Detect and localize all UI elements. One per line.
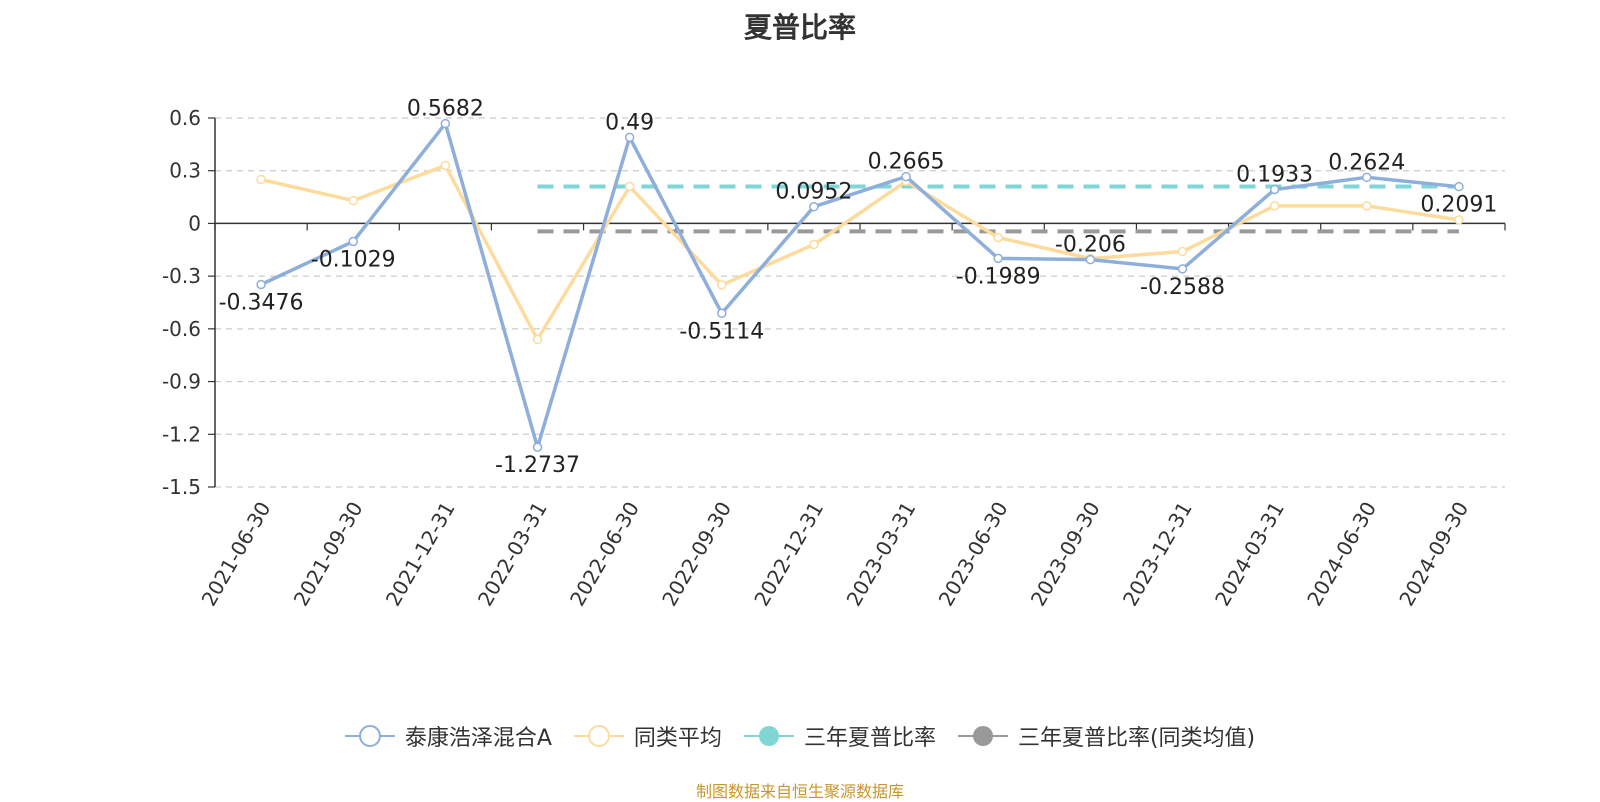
- y-tick-label: 0.6: [169, 106, 201, 130]
- x-tick-label: 2021-12-31: [381, 498, 460, 611]
- data-label: -0.1029: [311, 248, 396, 273]
- legend-label: 泰康浩泽混合A: [404, 726, 552, 751]
- peer-point: [1362, 201, 1372, 211]
- legend-label: 三年夏普比率(同类均值): [1017, 726, 1256, 751]
- source-footer: 制图数据来自恒生聚源数据库: [695, 782, 904, 801]
- data-label: -0.1989: [956, 264, 1041, 289]
- peer-point: [348, 195, 358, 206]
- x-tick-label: 2022-09-30: [657, 498, 736, 611]
- fund-series-line: [260, 121, 1460, 449]
- legend-swatch-icon: [573, 725, 624, 747]
- y-tick-label: 0: [188, 211, 201, 235]
- peer-point: [1177, 246, 1188, 257]
- peer-point: [256, 174, 266, 185]
- x-tick-label: 2023-09-30: [1026, 498, 1105, 611]
- peer-point: [1269, 201, 1280, 211]
- y-tick-label: -0.9: [162, 370, 201, 394]
- fund-point: [1085, 254, 1096, 265]
- data-label: -0.2588: [1140, 275, 1225, 300]
- fund-point: [624, 132, 635, 143]
- legend-item[interactable]: 三年夏普比率(同类均值): [957, 720, 1256, 752]
- peer-point: [993, 232, 1003, 243]
- data-label: 0.5682: [407, 97, 484, 122]
- legend-swatch-icon: [743, 726, 794, 746]
- y-tick-label: -1.5: [162, 475, 201, 499]
- fund-point: [1454, 181, 1464, 192]
- fund-point: [1362, 172, 1372, 183]
- x-tick-label: 2024-03-31: [1210, 498, 1289, 611]
- x-tick-label: 2023-06-30: [934, 498, 1013, 611]
- fund-point: [532, 442, 543, 452]
- peer-point: [624, 181, 635, 192]
- data-label: 0.2624: [1328, 150, 1405, 175]
- fund-point: [1269, 184, 1280, 195]
- x-tick-label: 2024-06-30: [1302, 498, 1381, 611]
- fund-point: [440, 118, 451, 129]
- fund-point: [809, 201, 819, 212]
- peer-point: [440, 160, 451, 171]
- legend-item[interactable]: 三年夏普比率: [743, 720, 936, 752]
- x-tick-label: 2022-12-31: [749, 498, 828, 611]
- x-tick-label: 2021-09-30: [289, 498, 368, 611]
- data-label: 0.2091: [1420, 193, 1497, 218]
- data-label: 0.1933: [1236, 162, 1313, 187]
- data-label: -1.2737: [495, 453, 580, 478]
- legend: 泰康浩泽混合A 同类平均 三年夏普比率 三年夏普比率(同类均值): [0, 720, 1600, 752]
- legend-swatch-icon: [344, 725, 395, 747]
- legend-swatch-icon: [957, 726, 1008, 746]
- fund-point: [717, 308, 727, 319]
- peer-point: [717, 280, 727, 290]
- y-tick-label: -0.3: [162, 264, 201, 288]
- peer-point: [532, 334, 543, 345]
- fund-point: [993, 253, 1003, 264]
- x-tick-label: 2021-06-30: [196, 498, 275, 611]
- data-label: -0.206: [1055, 233, 1126, 258]
- fund-point: [1177, 264, 1188, 274]
- data-label: -0.5114: [679, 319, 764, 344]
- x-tick-label: 2023-03-31: [841, 498, 920, 611]
- peer-point: [809, 239, 819, 250]
- fund-point: [901, 171, 911, 182]
- data-label: 0.0952: [775, 180, 852, 205]
- y-tick-label: 0.3: [169, 159, 201, 183]
- x-tick-label: 2022-06-30: [565, 498, 644, 611]
- fund-point: [348, 236, 358, 247]
- data-label: 0.49: [605, 110, 654, 135]
- legend-label: 同类平均: [633, 726, 722, 751]
- peer-average-line: [260, 163, 1460, 342]
- legend-item[interactable]: 同类平均: [573, 720, 722, 752]
- y-tick-label: -1.2: [162, 422, 201, 446]
- x-tick-label: 2023-12-31: [1118, 498, 1197, 611]
- x-tick-label: 2022-03-31: [473, 498, 552, 611]
- legend-label: 三年夏普比率: [803, 726, 936, 751]
- data-label: 0.2665: [868, 150, 945, 175]
- peer-point: [1454, 215, 1464, 225]
- chart-title: 夏普比率: [743, 11, 856, 44]
- x-tick-label: 2024-09-30: [1394, 498, 1473, 611]
- data-label: -0.3476: [219, 291, 304, 316]
- y-tick-label: -0.6: [162, 317, 201, 341]
- fund-point: [256, 279, 266, 290]
- legend-item[interactable]: 泰康浩泽混合A: [344, 720, 552, 752]
